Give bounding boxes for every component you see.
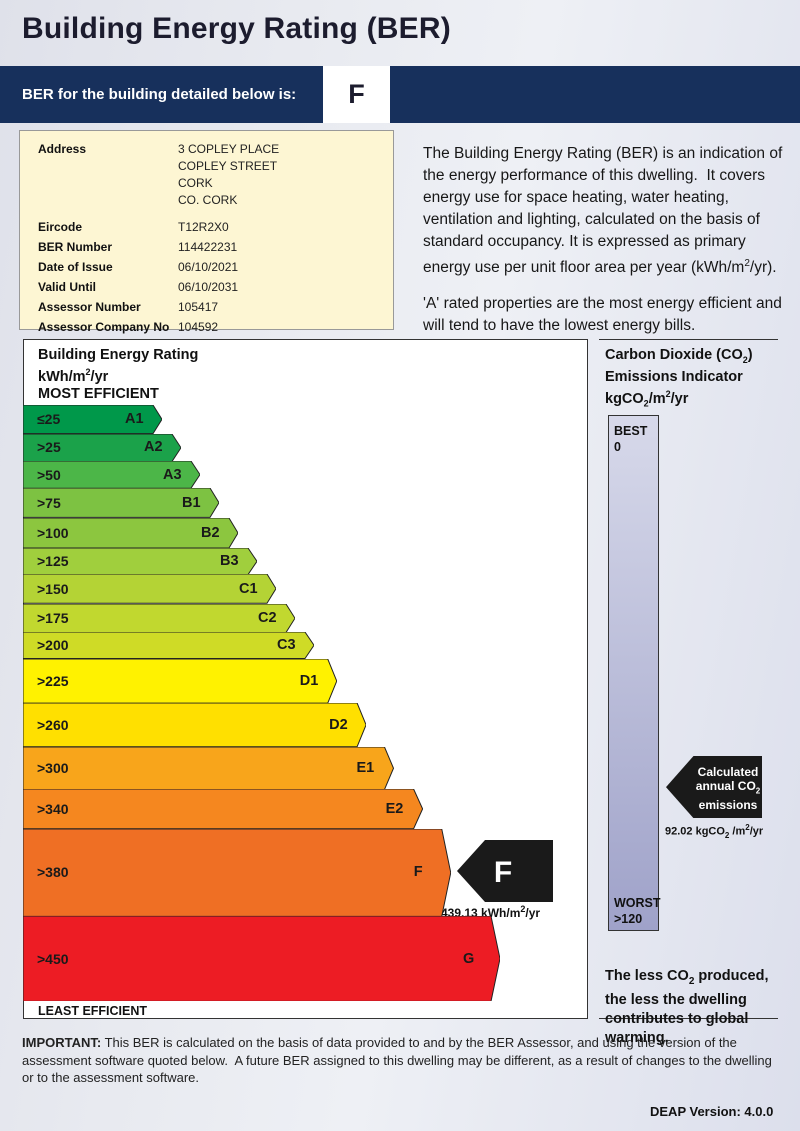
svg-text:F: F: [494, 856, 512, 889]
